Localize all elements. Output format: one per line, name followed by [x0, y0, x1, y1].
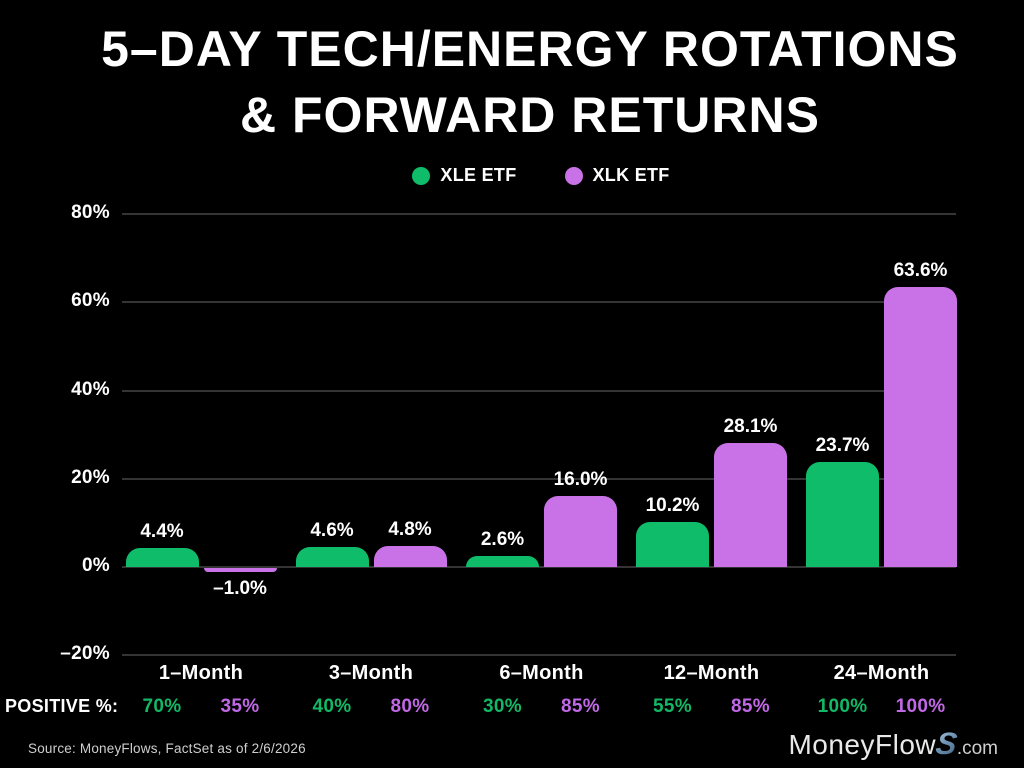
legend-dot-xle-icon [412, 166, 431, 185]
bar-xlk-etf-3-month [373, 545, 447, 567]
legend-label-xlk: XLK ETF [592, 165, 670, 185]
bar-xle-etf-12-month [636, 522, 709, 567]
positive-pct-xlk-etf-1-month: 35% [220, 696, 260, 717]
x-label-12-month: 12–Month [663, 662, 760, 684]
x-label-24-month: 24–Month [833, 662, 930, 684]
bar-label-xlk-etf-12-month: 28.1% [723, 416, 778, 438]
logo-domain-suffix: .com [956, 738, 998, 759]
chart-title-line1: 5–DAY TECH/ENERGY ROTATIONS [101, 21, 959, 77]
source-note: Source: MoneyFlows, FactSet as of 2/6/20… [28, 741, 306, 756]
moneyflows-logo: MoneyFlow S .com [788, 726, 998, 762]
bar-label-xlk-etf-3-month: 4.8% [388, 518, 432, 540]
gridline--20 [122, 654, 956, 657]
bar-label-xlk-etf-6-month: 16.0% [553, 469, 608, 491]
positive-pct-xle-etf-12-month: 55% [653, 696, 692, 717]
gridline-40 [122, 389, 956, 392]
y-tick-0: 0% [81, 555, 110, 576]
bar-label-xle-etf-24-month: 23.7% [815, 435, 870, 457]
positive-pct-xle-etf-24-month: 100% [817, 696, 868, 717]
positive-pct-row-label: POSITIVE %: [5, 696, 119, 716]
chart-title: 5–DAY TECH/ENERGY ROTATIONS & FORWARD RE… [18, 16, 1024, 148]
bar-xle-etf-3-month [295, 546, 369, 567]
legend: XLE ETF XLK ETF [29, 165, 1024, 186]
bar-label-xle-etf-3-month: 4.6% [310, 519, 354, 541]
bar-label-xle-etf-1-month: 4.4% [140, 520, 184, 542]
bar-xlk-etf-24-month [884, 286, 957, 567]
bar-xlk-etf-12-month [714, 443, 787, 567]
positive-pct-xle-etf-1-month: 70% [142, 696, 182, 717]
y-tick-60: 60% [71, 290, 110, 312]
logo-wordmark: MoneyFlow [788, 729, 937, 760]
logo-swoosh-s-icon: S [933, 726, 960, 761]
bar-xlk-etf-1-month [203, 568, 277, 573]
y-tick-80: 80% [71, 202, 110, 224]
bar-label-xle-etf-6-month: 2.6% [480, 528, 525, 550]
legend-item-xle: XLE ETF [412, 165, 516, 186]
gridline-20 [122, 477, 956, 480]
y-tick-20: 20% [71, 466, 110, 488]
chart-title-line2: & FORWARD RETURNS [240, 87, 820, 143]
bar-label-xlk-etf-24-month: 63.6% [893, 259, 948, 281]
positive-pct-xle-etf-3-month: 40% [312, 696, 352, 717]
x-label-3-month: 3–Month [328, 662, 414, 684]
legend-label-xle: XLE ETF [440, 165, 517, 185]
legend-dot-xlk-icon [564, 166, 583, 185]
bar-label-xlk-etf-1-month: –1.0% [213, 578, 267, 600]
gridline-0 [122, 566, 956, 568]
x-label-1-month: 1–Month [158, 662, 244, 684]
positive-pct-xlk-etf-3-month: 80% [390, 696, 430, 717]
positive-pct-xlk-etf-6-month: 85% [561, 696, 600, 717]
legend-item-xlk: XLK ETF [564, 165, 670, 186]
bar-xle-etf-24-month [806, 462, 879, 567]
positive-pct-xle-etf-6-month: 30% [483, 696, 522, 717]
gridline-60 [122, 301, 956, 304]
y-tick--20: –20% [60, 643, 110, 665]
bar-label-xle-etf-12-month: 10.2% [645, 495, 700, 517]
bar-xle-etf-6-month [466, 555, 539, 567]
bar-xle-etf-1-month [125, 547, 199, 567]
positive-pct-xlk-etf-24-month: 100% [895, 696, 946, 717]
positive-pct-xlk-etf-12-month: 85% [731, 696, 770, 717]
y-tick-40: 40% [71, 378, 110, 400]
x-label-6-month: 6–Month [499, 662, 584, 684]
gridline-80 [122, 213, 956, 216]
bar-xlk-etf-6-month [544, 496, 617, 567]
